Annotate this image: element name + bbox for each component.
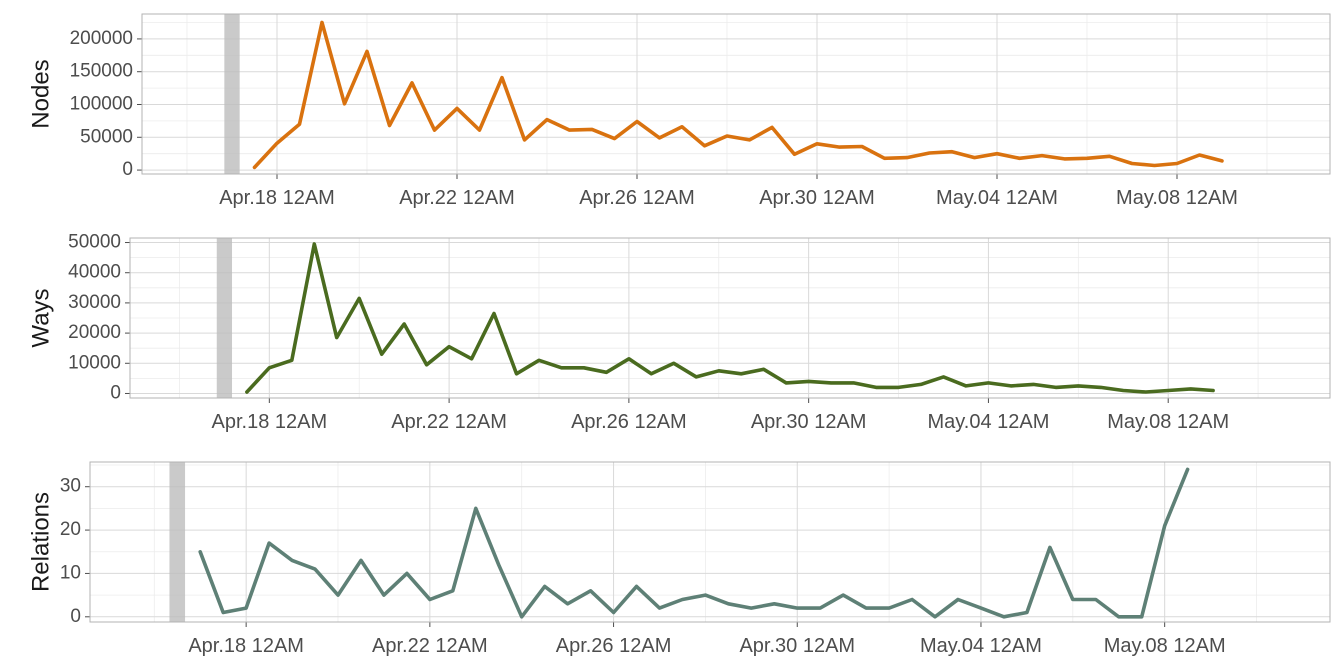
- ways-y-tick-label: 20000: [68, 322, 121, 343]
- relations-x-tick-label: Apr.18 12AM: [188, 635, 304, 657]
- relations-highlight-band: [169, 462, 186, 622]
- ways-y-axis-title: Ways: [27, 288, 54, 347]
- relations-panel: Apr.18 12AM Apr.22 12AM Apr.26 12AM Apr.30 …: [27, 461, 1331, 657]
- ways-panel: Apr.18 12AM Apr.22 12AM Apr.26 12AM Apr.30 …: [27, 232, 1331, 433]
- relations-x-tick-label: Apr.30 12AM: [739, 635, 855, 657]
- ways-x-tick-label: Apr.26 12AM: [571, 411, 687, 433]
- relations-x-tick-label: Apr.22 12AM: [372, 635, 488, 657]
- nodes-panel: Apr.18 12AM Apr.22 12AM Apr.26 12AM Apr.30 …: [27, 13, 1331, 209]
- relations-y-tick-label: 20: [60, 519, 81, 540]
- ways-highlight-band: [216, 238, 233, 398]
- nodes-panel-border: [141, 13, 1331, 175]
- nodes-x-tick-label: May.08 12AM: [1116, 187, 1238, 209]
- relations-panel-border: [89, 461, 1331, 623]
- nodes-y-tick-label: 50000: [80, 126, 133, 147]
- ways-y-tick-label: 30000: [68, 292, 121, 313]
- relations-y-tick-label: 30: [60, 476, 81, 497]
- relations-x-tick-label: Apr.26 12AM: [556, 635, 672, 657]
- nodes-x-tick-label: Apr.30 12AM: [759, 187, 875, 209]
- relations-series-line: [198, 467, 1190, 619]
- nodes-series-line: [252, 20, 1224, 170]
- nodes-x-tick-label: May.04 12AM: [936, 187, 1058, 209]
- ways-y-tick-label: 0: [110, 382, 121, 403]
- relations-x-tick-label: May.08 12AM: [1104, 635, 1226, 657]
- relations-y-tick-label: 10: [60, 562, 81, 583]
- ways-x-tick-label: Apr.22 12AM: [391, 411, 507, 433]
- ways-y-tick-label: 50000: [68, 232, 121, 253]
- relations-y-tick-label: 0: [70, 606, 81, 627]
- nodes-y-axis-title: Nodes: [27, 59, 54, 128]
- nodes-x-tick-label: Apr.22 12AM: [399, 187, 515, 209]
- ways-y-tick-label: 10000: [68, 352, 121, 373]
- nodes-y-tick-label: 150000: [70, 61, 133, 82]
- ways-x-tick-label: May.04 12AM: [927, 411, 1049, 433]
- relations-x-tick-label: May.04 12AM: [920, 635, 1042, 657]
- ways-x-tick-label: Apr.18 12AM: [212, 411, 328, 433]
- nodes-y-tick-label: 200000: [70, 28, 133, 49]
- nodes-highlight-band: [224, 14, 240, 174]
- ways-x-tick-label: May.08 12AM: [1107, 411, 1229, 433]
- nodes-y-tick-label: 100000: [70, 94, 133, 115]
- ways-panel-border: [129, 237, 1331, 399]
- nodes-x-tick-label: Apr.18 12AM: [219, 187, 335, 209]
- ways-y-tick-label: 40000: [68, 262, 121, 283]
- nodes-y-tick-label: 0: [122, 159, 133, 180]
- ways-series-line: [245, 242, 1215, 394]
- relations-y-axis-title: Relations: [27, 492, 54, 592]
- nodes-x-tick-label: Apr.26 12AM: [579, 187, 695, 209]
- ways-x-tick-label: Apr.30 12AM: [751, 411, 867, 433]
